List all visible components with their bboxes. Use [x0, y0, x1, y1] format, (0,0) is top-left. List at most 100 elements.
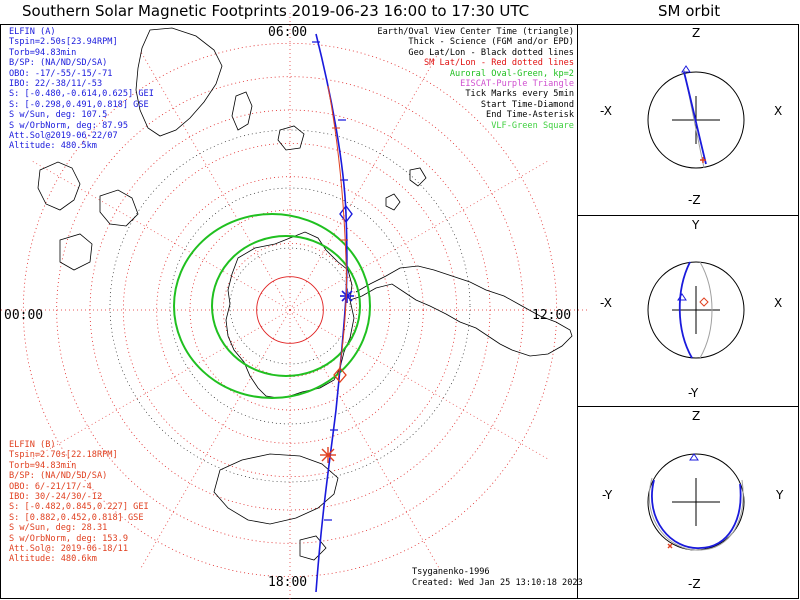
legend-line: Earth/Oval View Center Time (triangle) [377, 27, 574, 37]
coastline-map [37, 27, 573, 561]
geo-lat-ring-1 [229, 247, 351, 365]
sm-panel-xz-left: -X [600, 104, 612, 118]
island-coastline-5 [409, 167, 427, 187]
elfin_a-line: S w/OrbNorm, deg: 87.95 [9, 120, 128, 131]
elfin_b-line: S w/OrbNorm, deg: 153.9 [9, 533, 128, 544]
elfin_b-line: Tspin=2.70s[22.18RPM] [9, 450, 118, 461]
sm-mlt-spoke [139, 309, 291, 570]
sm-panel-xy [647, 261, 745, 359]
sm-panel-xy-right: X [774, 296, 783, 310]
australia-coastline [213, 453, 339, 525]
sm-panel-xy-left: -X [600, 296, 612, 310]
elfin_b-line: Att.Sol@: 2019-06-18/11 [9, 543, 128, 554]
legend-line: VLF-Green Square [491, 120, 574, 131]
elfin-b-track [327, 85, 348, 381]
elfin-b-tick [332, 127, 348, 241]
elfin-b-info: ELFIN (B) Tspin=2.70s[22.18RPM] Torb=94.83… [9, 440, 149, 565]
elfin-a-tick [312, 41, 348, 521]
elfin_b-line: IBO: 30/-24/30/-12 [9, 491, 103, 502]
island-coastline-3 [59, 233, 93, 271]
sm-panel-yz-a-marker [689, 453, 699, 461]
sm-mlt-spoke [289, 309, 441, 570]
elfin_a-line: ELFIN (A) [9, 27, 56, 37]
island-coastline-6 [277, 125, 305, 151]
auroral-oval [173, 213, 371, 399]
elfin_b-line: B/SP: (NA/ND/SD/SA) [9, 471, 108, 482]
elfin_a-line: S: [-0.298,0.491,0.818] GSE [9, 99, 149, 110]
sm-panel-yz-left: -Y [602, 488, 613, 502]
elfin_a-line: B/SP: (NA/ND/SD/SA) [9, 58, 108, 69]
sm-panel-xz-bottom: -Z [688, 193, 701, 207]
sm-panel-xz-top: Z [692, 26, 701, 40]
auroral-oval-inner [211, 235, 361, 377]
created-timestamp: Created: Wed Jan 25 13:10:18 2023 [412, 578, 583, 588]
geo-lat-ring-3 [109, 129, 471, 483]
sm-panel-xz-right: X [774, 104, 783, 118]
sm-panel-yz-frame [577, 406, 799, 599]
island-coastline-1 [37, 161, 81, 211]
elfin-a-start-diamond [339, 204, 353, 224]
madagascar-coastline [231, 91, 253, 131]
elfin-b-start-diamond [333, 367, 347, 383]
sm-lat-ring [256, 276, 324, 344]
elfin-a-info: ELFIN (A) Tspin=2.50s[23.94RPM] Torb=94.83… [9, 27, 154, 152]
elfin-b-end-asterisk [320, 447, 336, 463]
elfin-a-end-asterisk [340, 289, 354, 303]
model-credit: Tsyganenko-1996 [412, 567, 490, 577]
clock-label-right: 12:00 [532, 308, 572, 323]
sm-mlt-spoke [289, 159, 550, 311]
sm-panel-xy-top: Y [692, 218, 700, 232]
sm-lat-ring [122, 142, 458, 478]
elfin_b-line: Torb=94.83min [9, 460, 77, 471]
sm-panel-yz [647, 453, 745, 551]
tasmania-coastline [299, 535, 327, 561]
elfin_b-line: S w/Sun, deg: 28.31 [9, 523, 108, 534]
clock-label-top: 06:00 [268, 25, 308, 40]
elfin_a-line: S: [-0.480,-0.614,0.625] GEI [9, 89, 154, 100]
legend-line: Auroral Oval-Green, kp=2 [449, 68, 574, 79]
legend: Earth/Oval View Center Time (triangle) Th… [377, 27, 574, 131]
sm-panel-xz-b-marker [700, 157, 706, 163]
antarctica-coastline [225, 231, 355, 399]
sm-panel-yz-top: Z [692, 409, 701, 423]
elfin_b-line: OBO: 6/-21/17/-4 [9, 481, 92, 492]
legend-line: Start Time-Diamond [480, 99, 574, 110]
chart-title: Southern Solar Magnetic Footprints 2019-… [22, 2, 530, 20]
legend-line: Geo Lat/Lon - Black dotted lines [408, 47, 574, 58]
sm-panel-xy-a-marker [677, 293, 687, 301]
sm-mlt-spoke [139, 50, 291, 311]
legend-line: Tick Marks every 5min [465, 89, 574, 100]
sm-panel-yz-right: Y [776, 488, 784, 502]
sm-lat-ring [22, 42, 558, 578]
elfin_b-line: Altitude: 480.6km [9, 554, 97, 565]
elfin-a-track [315, 33, 348, 593]
sm-panel-yz-bottom: -Z [688, 577, 701, 591]
elfin_a-line: S w/Sun, deg: 107.5 [9, 110, 108, 121]
clock-label-bottom: 18:00 [268, 575, 308, 590]
elfin_a-line: OBO: -17/-55/-15/-71 [9, 68, 113, 79]
legend-line: End Time-Asterisk [486, 110, 574, 121]
elfin_a-line: Att.Sol@2019-06-22/07 [9, 130, 118, 141]
sm-panel-xy-bottom: -Y [688, 386, 699, 400]
legend-line: Thick - Science (FGM and/or EPD) [408, 37, 574, 48]
legend-line: EISCAT-Purple Triangle [460, 79, 574, 90]
orbit-track-b [320, 85, 348, 463]
elfin_b-line: S: [0.882,0.452,0.818] GSE [9, 512, 144, 523]
geo-latlon-grid [109, 129, 471, 483]
island-coastline-2 [99, 189, 139, 227]
sm-panel-xy-b-marker [699, 297, 709, 307]
legend-line: SM Lat/Lon - Red dotted lines [423, 58, 574, 69]
auroral-oval-outer [173, 213, 371, 399]
sm-orbit-title: SM orbit [658, 2, 721, 20]
elfin_a-line: IBO: 22/-38/11/-53 [9, 78, 103, 89]
island-coastline-4 [385, 193, 401, 211]
elfin_a-line: Torb=94.83min [9, 47, 77, 58]
elfin_b-line: ELFIN (B) [9, 440, 56, 450]
elfin_a-line: Altitude: 480.5km [9, 141, 97, 152]
sm-panel-yz-b-marker [667, 543, 673, 549]
sm-panel-xz [647, 65, 745, 169]
sm-lat-ring [156, 176, 424, 444]
africa-coastline [135, 27, 223, 137]
south-america-coastline [349, 265, 573, 357]
